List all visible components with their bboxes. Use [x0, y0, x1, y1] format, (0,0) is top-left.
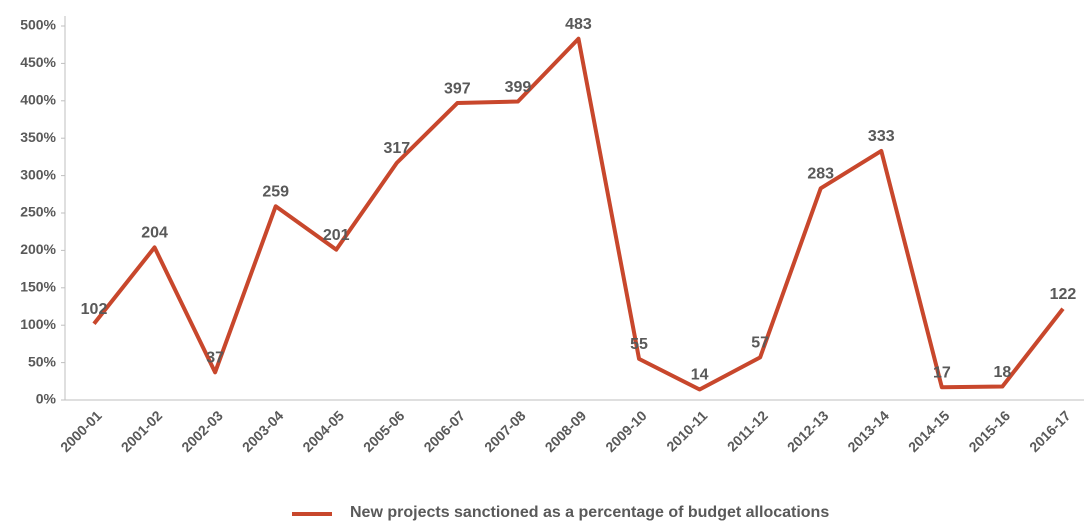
- data-label: 333: [868, 128, 895, 145]
- x-tick-label: 2001-02: [118, 407, 166, 455]
- data-line: [92, 36, 1065, 392]
- data-label: 397: [444, 80, 471, 97]
- x-tick-label: 2004-05: [299, 407, 347, 455]
- x-tick-label: 2002-03: [178, 407, 226, 455]
- data-label: 204: [141, 225, 168, 242]
- data-label: 317: [383, 140, 410, 157]
- data-label: 17: [933, 365, 951, 382]
- data-label: 399: [505, 79, 532, 96]
- y-tick-label: 50%: [28, 353, 57, 369]
- y-tick-label: 350%: [20, 129, 56, 145]
- y-tick-label: 200%: [20, 241, 56, 257]
- x-tick-label: 2009-10: [602, 407, 650, 455]
- data-label: 18: [994, 364, 1012, 381]
- y-tick-label: 100%: [20, 316, 56, 332]
- data-label: 37: [206, 350, 224, 367]
- data-label: 102: [81, 301, 108, 318]
- data-label: 122: [1050, 286, 1077, 303]
- x-tick-label: 2010-11: [663, 407, 710, 454]
- x-tick-label: 2011-12: [724, 407, 771, 454]
- x-tick-label: 2012-13: [784, 407, 832, 455]
- x-tick-label: 2000-01: [57, 407, 105, 455]
- data-label: 201: [323, 227, 350, 244]
- y-tick-label: 250%: [20, 204, 56, 220]
- x-tick-label: 2013-14: [844, 407, 892, 455]
- x-tick-label: 2007-08: [481, 407, 529, 455]
- data-label: 483: [565, 16, 592, 33]
- y-tick-label: 300%: [20, 166, 56, 182]
- legend-label: New projects sanctioned as a percentage …: [350, 504, 829, 521]
- x-tick-label: 2008-09: [542, 407, 590, 455]
- x-tick-label: 2014-15: [905, 407, 953, 455]
- data-label: 55: [630, 336, 648, 353]
- y-tick-label: 450%: [20, 54, 56, 70]
- x-tick-label: 2003-04: [239, 407, 287, 455]
- data-label: 14: [691, 367, 709, 384]
- data-label: 259: [262, 183, 289, 200]
- x-tick-label: 2015-16: [965, 407, 1013, 455]
- y-tick-label: 150%: [20, 279, 56, 295]
- x-tick-label: 2016-17: [1026, 407, 1074, 455]
- x-tick-label: 2006-07: [420, 407, 468, 455]
- y-tick-label: 400%: [20, 92, 56, 108]
- x-tick-label: 2005-06: [360, 407, 408, 455]
- y-tick-label: 500%: [20, 17, 56, 33]
- data-label: 57: [751, 335, 769, 352]
- y-tick-label: 0%: [36, 391, 57, 407]
- data-label: 283: [807, 166, 834, 183]
